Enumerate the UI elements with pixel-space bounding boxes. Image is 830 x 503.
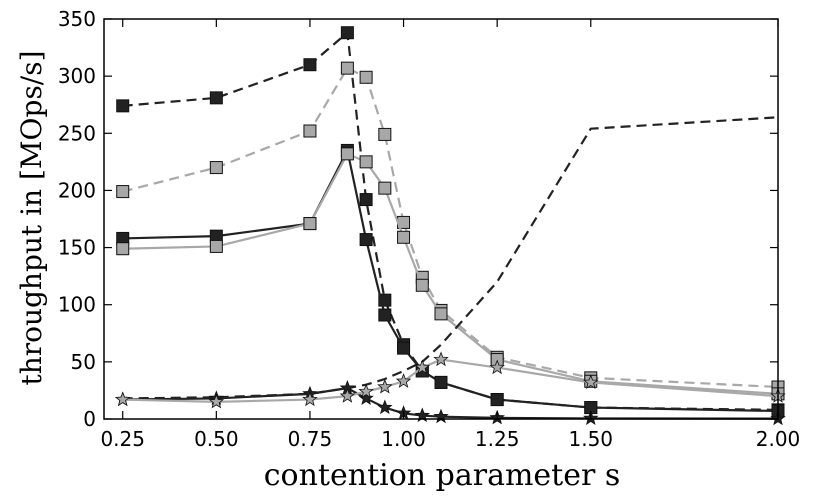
y-tick-label: 250: [58, 121, 96, 145]
plot-frame: [103, 18, 779, 420]
series-5: [122, 116, 779, 400]
series-3-point: [434, 375, 448, 389]
x-axis-title: contention parameter s: [264, 458, 620, 493]
x-tick-label: 0.75: [288, 427, 333, 451]
x-tick-label: 1.25: [475, 427, 520, 451]
series-1-point: [209, 91, 223, 105]
series-3-point: [397, 341, 411, 355]
series-3-point: [359, 233, 373, 247]
series-2-point: [303, 124, 317, 138]
y-tick-label: 300: [58, 64, 96, 88]
y-tick-label: 200: [58, 178, 96, 202]
x-tick-label: 0.25: [100, 427, 145, 451]
series-1-point: [116, 99, 130, 113]
series-2-point: [209, 161, 223, 175]
series-1-point: [340, 26, 354, 40]
series-4-point: [340, 147, 354, 161]
x-tick-label: 2.00: [756, 427, 801, 451]
series-layer: [115, 26, 786, 426]
y-tick-label: 350: [58, 7, 96, 31]
y-tick-label: 0: [83, 407, 96, 431]
x-tick-label: 1.00: [381, 427, 426, 451]
series-7-point: [489, 359, 505, 375]
series-7-point: [358, 383, 374, 399]
series-2: [116, 61, 785, 394]
series-2-line: [122, 67, 779, 389]
series-6-line: [122, 387, 779, 420]
x-tick-label: 0.50: [194, 427, 239, 451]
series-3-point: [378, 308, 392, 322]
series-2-point: [378, 127, 392, 141]
series-4-point: [378, 181, 392, 195]
series-7-point: [583, 374, 599, 389]
axes-layer: 0.25 0.50 0.75 1.00 1.25 1.50 2.00 0 50 100 150 200…: [58, 7, 800, 451]
series-7-point: [302, 391, 318, 407]
series-6-point: [377, 399, 393, 415]
series-4-point: [209, 239, 223, 253]
series-6-point: [433, 408, 449, 424]
series-3: [116, 143, 785, 418]
y-tick-label: 100: [58, 293, 96, 317]
series-7-line: [122, 358, 779, 403]
y-tick-label: 50: [71, 350, 96, 374]
series-4-point: [415, 278, 429, 292]
y-axis-title: throughput in [MOps/s]: [15, 50, 48, 385]
series-1-point: [359, 193, 373, 207]
series-4-point: [116, 242, 130, 256]
series-1-point: [303, 58, 317, 72]
series-4: [116, 147, 785, 401]
series-7-point: [208, 393, 225, 409]
x-tick-label: 1.50: [569, 427, 614, 451]
series-2-point: [116, 185, 130, 199]
series-3-line: [122, 149, 779, 413]
series-2-point: [359, 70, 373, 84]
y-tick-label: 150: [58, 236, 96, 260]
series-1-line: [122, 31, 779, 411]
series-7-point: [414, 359, 430, 375]
series-3-point: [490, 393, 504, 407]
series-6-point: [358, 390, 374, 405]
series-4-point: [434, 307, 448, 321]
series-7-point: [339, 388, 356, 403]
series-7-point: [115, 391, 131, 407]
series-4-point: [397, 230, 411, 244]
series-7: [115, 351, 786, 409]
series-1: [116, 26, 785, 417]
series-4-point: [303, 217, 317, 231]
series-4-line: [122, 152, 779, 395]
series-4-point: [359, 155, 373, 169]
series-2-point: [340, 61, 354, 75]
series-7-point: [395, 373, 412, 388]
series-5-line: [122, 116, 779, 400]
series-7-point: [377, 378, 393, 394]
series-7-point: [433, 351, 449, 367]
